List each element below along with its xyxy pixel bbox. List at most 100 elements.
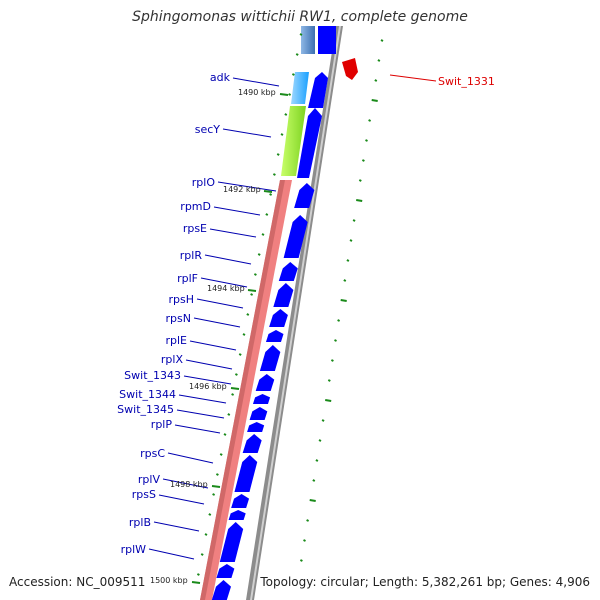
gene-arrow-10 bbox=[247, 422, 265, 432]
gene-label-rplV[interactable]: rplV bbox=[138, 473, 161, 486]
right-tick bbox=[318, 439, 322, 442]
left-tick bbox=[223, 433, 227, 436]
secY-gene-band bbox=[281, 106, 306, 176]
right-tick bbox=[299, 559, 303, 562]
leader-rplV bbox=[162, 478, 209, 489]
left-tick bbox=[212, 493, 216, 496]
accession-text: Accession: NC_009511 bbox=[9, 575, 146, 589]
gene-label-rpsS[interactable]: rpsS bbox=[132, 488, 156, 501]
leader-swit-1345 bbox=[176, 409, 225, 419]
right-tick bbox=[374, 79, 378, 82]
gene-label-swit-1344[interactable]: Swit_1344 bbox=[119, 388, 176, 401]
right-tick bbox=[312, 479, 316, 482]
right-tick bbox=[368, 119, 372, 122]
gene-label-rplE[interactable]: rplE bbox=[165, 334, 187, 347]
leader-rplB bbox=[153, 521, 200, 532]
gene-arrow-16 bbox=[216, 564, 235, 578]
left-tick bbox=[242, 333, 246, 336]
right-tick bbox=[321, 419, 325, 422]
leader-rplP bbox=[174, 424, 221, 434]
kbp-label-1498: 1498 kbp bbox=[170, 480, 208, 489]
gene-label-secY[interactable]: secY bbox=[195, 123, 221, 136]
right-tick bbox=[343, 279, 347, 282]
gene-arrow-14 bbox=[228, 510, 246, 520]
leader-rpmD bbox=[213, 206, 261, 216]
gene-label-rplW[interactable]: rplW bbox=[121, 543, 147, 556]
right-tick bbox=[361, 159, 365, 162]
left-tick bbox=[250, 293, 254, 296]
gene-label-rplX[interactable]: rplX bbox=[161, 353, 184, 366]
gene-label-rpsH[interactable]: rpsH bbox=[168, 293, 194, 306]
ribosomal-cluster-shade bbox=[200, 180, 285, 600]
left-tick bbox=[231, 393, 235, 396]
gene-label-rplF[interactable]: rplF bbox=[177, 272, 198, 285]
gene-label-rpmD[interactable]: rpmD bbox=[180, 200, 211, 213]
leader-rplX bbox=[185, 359, 233, 370]
kbp-label-1492: 1492 kbp bbox=[223, 185, 261, 194]
right-tick-marks bbox=[299, 39, 384, 562]
left-tick bbox=[215, 473, 219, 476]
gene-arrow-15 bbox=[219, 522, 244, 562]
left-tick bbox=[196, 573, 200, 576]
kbp-tick-1494 bbox=[247, 289, 257, 292]
highlighted-gene-label[interactable]: Swit_1331 bbox=[438, 75, 495, 88]
left-tick bbox=[253, 273, 257, 276]
map-title: Sphingomonas wittichii RW1, complete gen… bbox=[132, 9, 468, 25]
gene-label-swit-1345[interactable]: Swit_1345 bbox=[117, 403, 174, 416]
gene-label-rpsC[interactable]: rpsC bbox=[140, 447, 165, 460]
right-tick bbox=[356, 199, 363, 202]
gene-label-swit-1343[interactable]: Swit_1343 bbox=[124, 369, 181, 382]
right-tick bbox=[349, 239, 353, 242]
gene-label-rplO[interactable]: rplO bbox=[192, 176, 216, 189]
leader-swit-1343 bbox=[183, 375, 232, 385]
kbp-tick-1496 bbox=[230, 387, 240, 390]
left-tick bbox=[280, 133, 284, 136]
left-tick bbox=[299, 33, 303, 36]
left-tick bbox=[246, 313, 250, 316]
adk-gene-band bbox=[291, 72, 309, 104]
right-tick bbox=[303, 539, 306, 542]
kbp-label-1490: 1490 kbp bbox=[238, 88, 276, 97]
kbp-tick-1500 bbox=[191, 581, 201, 584]
right-tick bbox=[340, 299, 347, 302]
leader-rplR bbox=[204, 254, 252, 265]
right-tick bbox=[306, 519, 310, 522]
adk-gene-arrow bbox=[308, 72, 328, 108]
kbp-label-1496: 1496 kbp bbox=[189, 382, 227, 391]
right-tick bbox=[337, 319, 341, 322]
leader-rplF bbox=[200, 277, 248, 288]
gene-label-rplR[interactable]: rplR bbox=[180, 249, 203, 262]
kbp-tick-1492 bbox=[263, 190, 273, 193]
right-tick bbox=[346, 259, 350, 262]
leader-rpsS bbox=[158, 494, 205, 505]
gene-labels: adk secY rplO rpmD rpsE rplR rplF rpsH r… bbox=[117, 71, 280, 560]
gene-arrow-0 bbox=[294, 183, 315, 208]
left-tick bbox=[272, 173, 276, 176]
genome-summary-text: Topology: circular; Length: 5,382,261 bp… bbox=[260, 575, 590, 589]
left-tick bbox=[276, 153, 280, 156]
kbp-label-1494: 1494 kbp bbox=[207, 284, 245, 293]
left-tick bbox=[295, 53, 299, 56]
right-tick bbox=[352, 219, 356, 222]
left-tick bbox=[269, 193, 273, 196]
right-tick bbox=[377, 59, 381, 62]
kbp-tick-1498 bbox=[211, 485, 221, 488]
gene-label-rpsE[interactable]: rpsE bbox=[183, 222, 207, 235]
gene-label-adk[interactable]: adk bbox=[210, 71, 231, 84]
left-tick bbox=[200, 553, 204, 556]
leader-rplO bbox=[217, 181, 277, 192]
left-tick bbox=[291, 73, 295, 76]
gene-arrow-3 bbox=[273, 283, 294, 307]
leader-rpsC bbox=[167, 452, 214, 464]
gene-arrow-12 bbox=[234, 455, 258, 492]
gene-label-rplP[interactable]: rplP bbox=[151, 418, 173, 431]
gene-arrow-11 bbox=[242, 434, 262, 453]
kbp-tick-1490 bbox=[279, 93, 289, 96]
gene-label-rpsN[interactable]: rpsN bbox=[166, 312, 191, 325]
right-tick bbox=[358, 179, 362, 182]
gene-arrow-4 bbox=[269, 309, 288, 327]
gene-label-rplB[interactable]: rplB bbox=[129, 516, 151, 529]
gene-arrow-9 bbox=[249, 407, 268, 420]
leader-swit-1331 bbox=[389, 74, 437, 82]
